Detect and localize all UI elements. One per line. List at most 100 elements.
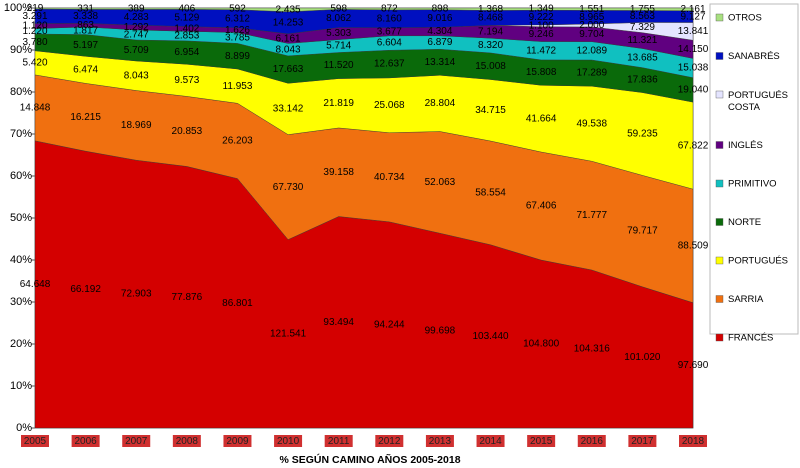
value-label: 1.755	[630, 4, 655, 15]
value-label: 1.626	[225, 25, 250, 36]
x-tick-label: 2007	[125, 436, 148, 447]
value-label: 28.804	[425, 98, 456, 109]
x-label-box	[375, 435, 404, 447]
x-label-box	[679, 435, 707, 447]
value-label: 34.715	[475, 105, 506, 116]
value-label: 11.953	[223, 81, 253, 92]
value-label: 3.677	[377, 26, 402, 37]
value-label: 16.215	[70, 112, 101, 123]
value-label: 406	[179, 3, 196, 14]
value-label: 52.063	[425, 177, 456, 188]
x-label-box	[476, 435, 505, 447]
y-tick-label: 40%	[10, 254, 32, 266]
value-label: 6.474	[73, 64, 98, 75]
value-label: 9.127	[680, 11, 705, 22]
value-label: 26.203	[222, 136, 253, 147]
value-label: 863	[77, 20, 94, 31]
value-label: 17.836	[627, 75, 658, 86]
x-tick-label: 2017	[631, 436, 654, 447]
value-label: 71.777	[576, 210, 607, 221]
value-label: 13.685	[627, 53, 658, 64]
legend-box	[709, 3, 799, 335]
x-label-box	[324, 435, 353, 447]
value-label: 6.954	[174, 47, 199, 58]
value-label: 6.879	[427, 37, 452, 48]
value-label: 9.704	[579, 29, 604, 40]
value-label: 41.664	[526, 113, 557, 124]
value-label: 101.020	[624, 352, 661, 363]
value-label: 5.129	[174, 13, 199, 24]
legend-swatch	[715, 295, 724, 303]
value-label: 33.142	[273, 104, 304, 115]
value-label: 11.520	[324, 60, 354, 71]
value-label: 94.244	[374, 320, 405, 331]
value-label: 14.253	[273, 17, 304, 28]
value-label: 1.817	[73, 25, 98, 36]
value-label: 7.194	[478, 26, 503, 37]
value-label: 1.349	[529, 4, 554, 15]
value-label: 1.402	[174, 24, 199, 35]
value-label: 77.876	[172, 292, 203, 303]
value-label: 8.043	[276, 44, 301, 55]
value-label: 14.150	[678, 44, 709, 55]
legend-label: NORTE	[728, 217, 761, 228]
y-tick-label: 80%	[10, 86, 32, 98]
legend-swatch	[715, 90, 724, 99]
value-label: 21.819	[323, 98, 354, 109]
value-label: 17.663	[273, 64, 304, 75]
value-label: 898	[432, 4, 449, 15]
value-label: 88.509	[678, 241, 709, 252]
value-label: 79.717	[627, 226, 658, 237]
value-label: 15.038	[678, 63, 709, 74]
value-label: 64.648	[20, 279, 51, 290]
value-label: 2.161	[680, 4, 705, 15]
value-label: 12.637	[374, 59, 405, 70]
value-label: 39.158	[323, 167, 354, 178]
legend-label: PRIMITIVO	[728, 179, 777, 190]
value-label: 2.853	[174, 31, 199, 42]
value-label: 5.420	[22, 57, 47, 68]
y-tick-label: 0%	[16, 422, 32, 434]
y-tick-label: 20%	[10, 338, 32, 350]
value-label: 7.329	[630, 22, 655, 33]
value-label: 67.730	[273, 182, 304, 193]
value-label: 3.785	[225, 33, 250, 44]
legend-label: PORTUGUÉS	[728, 256, 788, 267]
y-tick-label: 30%	[10, 296, 32, 308]
y-tick-label: 60%	[10, 170, 32, 182]
x-label-box	[628, 435, 657, 447]
value-label: 15.808	[526, 67, 557, 78]
value-label: 6.604	[377, 38, 402, 49]
legend-label: OTROS	[728, 13, 762, 24]
x-tick-label: 2009	[226, 436, 249, 447]
y-tick-label: 100%	[4, 2, 32, 14]
value-label: 2.000	[579, 20, 604, 31]
value-label: 104.316	[574, 344, 611, 355]
value-label: 66.192	[70, 284, 101, 295]
value-label: 11.321	[627, 35, 657, 46]
x-tick-label: 2016	[581, 436, 604, 447]
value-label: 58.554	[475, 188, 506, 199]
value-label: 1.292	[124, 22, 149, 33]
value-label: 598	[330, 3, 347, 14]
value-label: 1.120	[22, 21, 47, 32]
value-label: 9.246	[529, 29, 554, 40]
value-label: 389	[128, 3, 145, 14]
value-label: 49.538	[576, 118, 607, 129]
value-label: 1.220	[22, 26, 47, 37]
value-label: 99.698	[425, 325, 456, 336]
x-label-box	[527, 435, 556, 447]
y-tick-label: 10%	[10, 380, 32, 392]
x-label-box	[274, 435, 303, 447]
value-label: 5.197	[73, 40, 98, 51]
value-label: 15.008	[475, 61, 506, 72]
x-label-box	[71, 435, 100, 447]
x-tick-label: 2011	[328, 436, 350, 447]
value-label: 13.841	[678, 26, 709, 37]
x-label-box	[21, 435, 49, 447]
value-label: 121.541	[270, 328, 307, 339]
y-tick-label: 50%	[10, 212, 32, 224]
legend-label: PORTUGUÉS COSTA	[728, 90, 788, 113]
value-label: 103.440	[472, 331, 509, 342]
value-label: 104.800	[523, 339, 560, 350]
